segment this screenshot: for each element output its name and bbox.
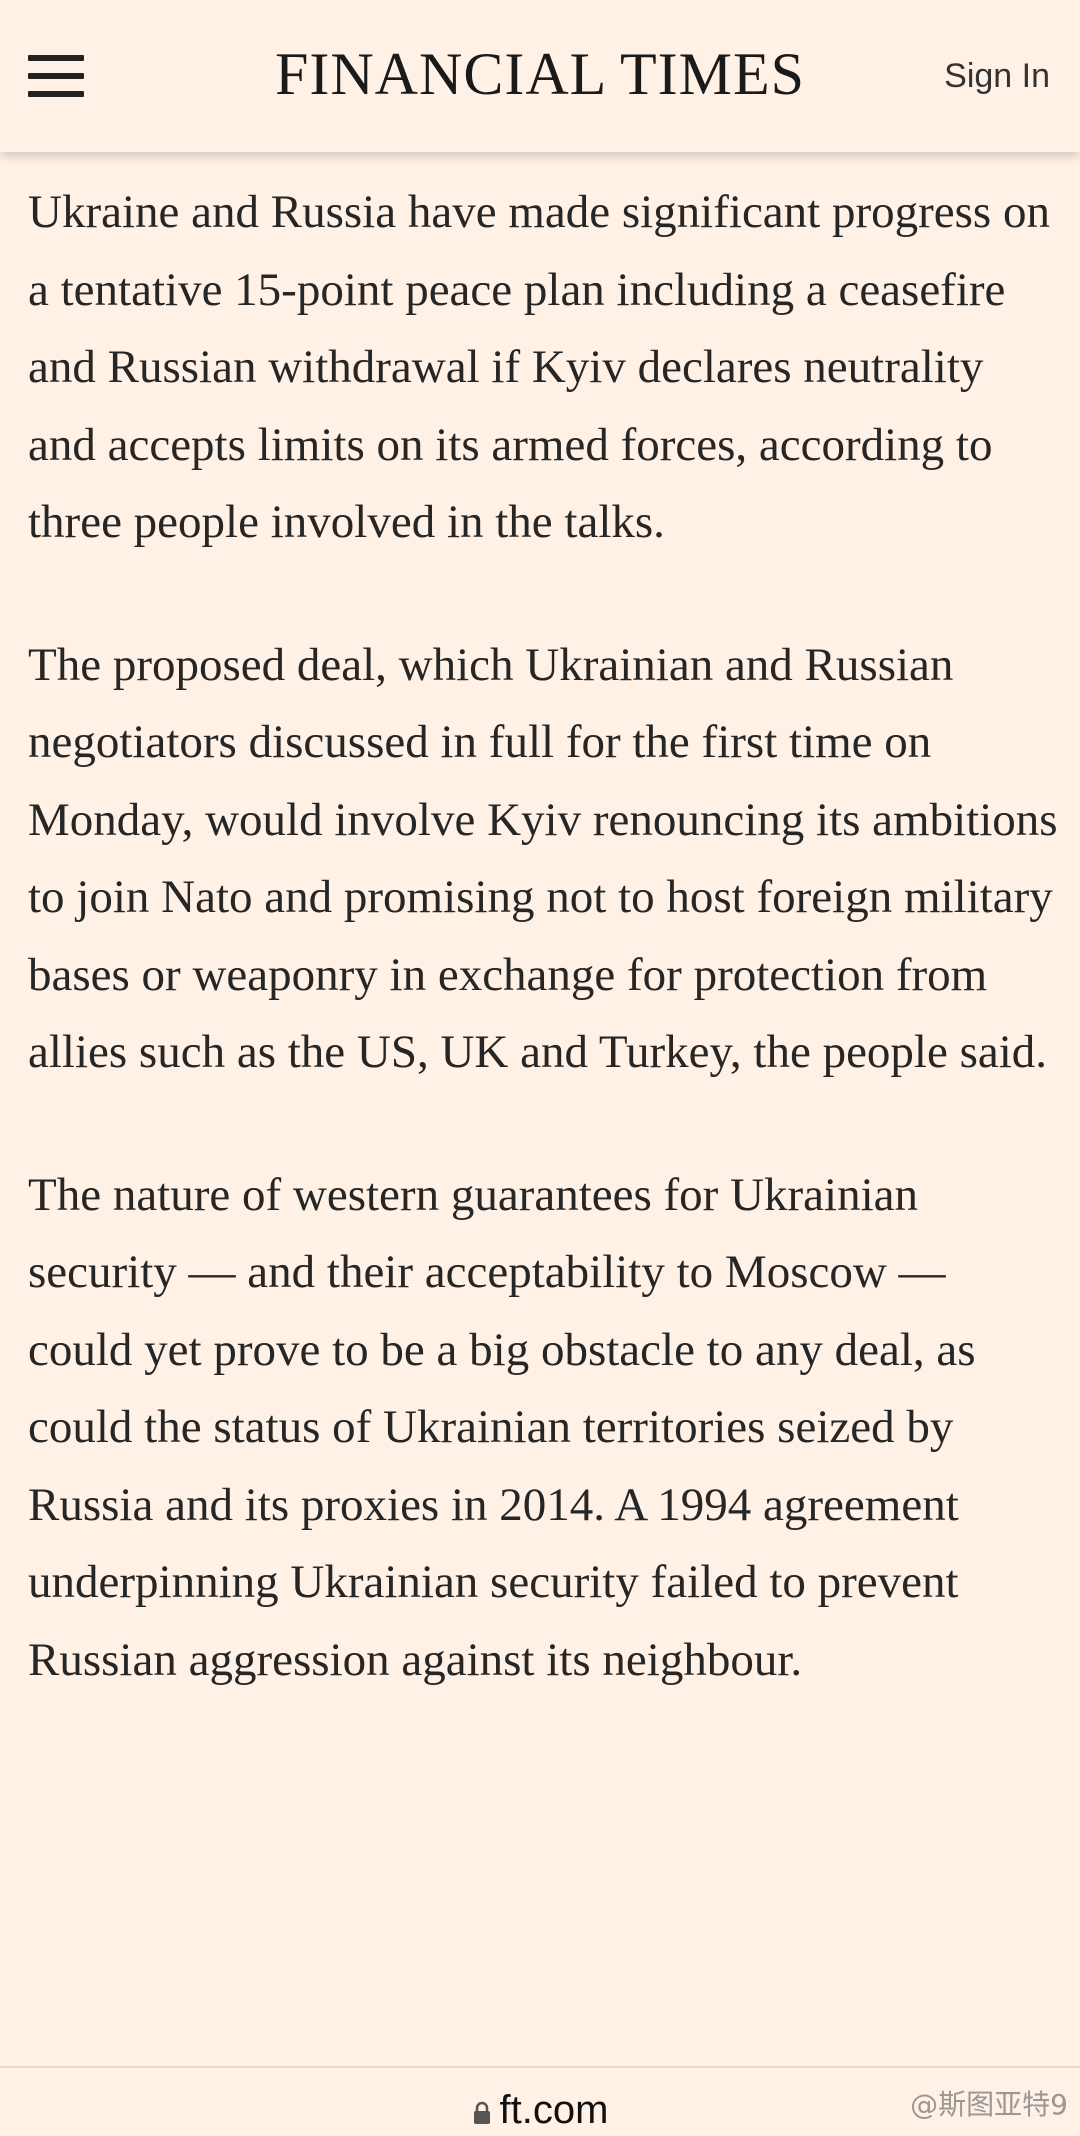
article-paragraph: Ukraine and Russia have made significant…: [28, 186, 1050, 548]
site-masthead: FINANCIAL TIMES: [274, 41, 805, 107]
article-paragraph: The nature of western guarantees for Ukr…: [28, 1168, 976, 1686]
watermark: @斯图亚特9: [910, 2088, 1068, 2121]
article-paragraph: The proposed deal, which Ukrainian and R…: [28, 638, 1058, 1079]
site-header: FINANCIAL TIMES Sign In: [0, 0, 1080, 152]
url-text: ft.com: [499, 2088, 609, 2132]
url-display[interactable]: ft.com: [0, 2086, 1080, 2134]
article-body: Ukraine and Russia have made significant…: [28, 174, 1058, 1764]
sign-in-link[interactable]: Sign In: [944, 57, 1050, 95]
hamburger-menu-icon[interactable]: [28, 55, 84, 97]
lock-icon: [473, 2101, 490, 2124]
browser-address-bar[interactable]: ft.com: [0, 2066, 1080, 2136]
